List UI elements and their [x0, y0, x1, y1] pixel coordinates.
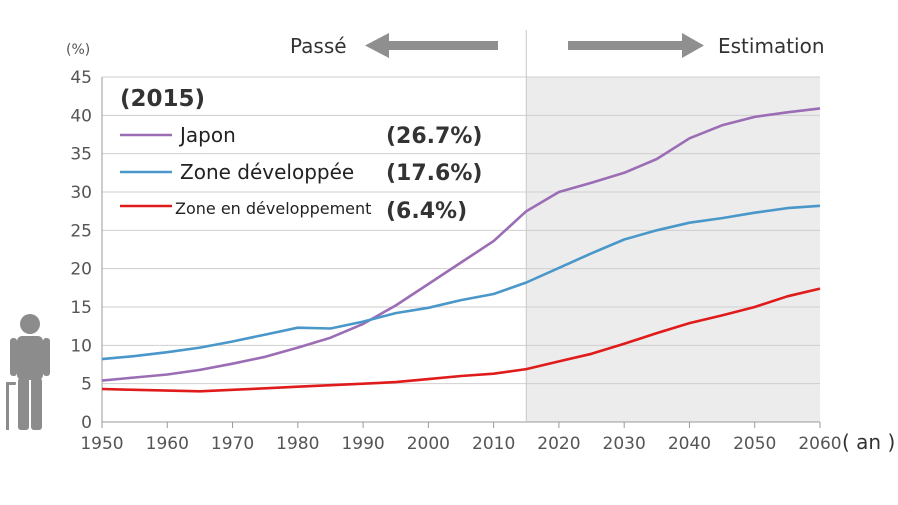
y-tick-label: 10 — [70, 336, 92, 356]
y-tick-label: 0 — [81, 413, 92, 433]
series-line-japon — [101, 107, 821, 382]
x-tick-label: 2000 — [407, 434, 450, 454]
y-tick-label: 15 — [70, 298, 92, 318]
estimation-region-background — [526, 77, 820, 422]
y-tick-label: 20 — [70, 260, 92, 280]
left-arrow-icon — [365, 33, 498, 58]
y-tick-label: 35 — [70, 145, 92, 165]
legend: (2015) Japon (26.7%) Zone développée (17… — [120, 86, 482, 224]
legend-label-developed: Zone développée — [180, 160, 354, 184]
x-tick-label: 1990 — [341, 434, 384, 454]
series-line-developed — [101, 204, 821, 361]
x-tick-label: 2060 — [798, 434, 841, 454]
x-tick-label: 2010 — [472, 434, 515, 454]
y-tick-label: 40 — [70, 106, 92, 126]
gridlines — [101, 76, 821, 428]
x-tick-label: 1950 — [80, 434, 123, 454]
x-tick-label: 1960 — [146, 434, 189, 454]
x-tick-label: 1970 — [211, 434, 254, 454]
x-tick-label: 2050 — [733, 434, 776, 454]
y-tick-label: 30 — [70, 183, 92, 203]
elderly-person-icon — [6, 314, 50, 430]
y-tick-label: 45 — [70, 68, 92, 88]
axis-tick-labels: 0 5 10 15 20 25 30 35 40 45 1950 1960 1970 1980 1990 20… — [70, 68, 841, 454]
y-tick-label: 25 — [70, 221, 92, 241]
x-axis-unit: ( an ) — [842, 430, 895, 454]
estimation-label: Estimation — [718, 34, 825, 58]
legend-value-developing: (6.4%) — [386, 199, 467, 224]
x-tick-label: 2040 — [668, 434, 711, 454]
x-tick-label: 2020 — [537, 434, 580, 454]
series-line-developing — [101, 287, 821, 393]
x-tick-label: 2030 — [603, 434, 646, 454]
past-label: Passé — [290, 34, 347, 58]
y-tick-label: 5 — [81, 375, 92, 395]
legend-label-japon: Japon — [178, 123, 236, 147]
legend-value-developed: (17.6%) — [386, 161, 482, 186]
legend-label-developing: Zone en développement — [175, 199, 371, 218]
legend-value-japon: (26.7%) — [386, 124, 482, 149]
right-arrow-icon — [568, 33, 704, 58]
y-axis-unit: (%) — [66, 42, 90, 58]
legend-year: (2015) — [120, 86, 205, 112]
x-tick-label: 1980 — [276, 434, 319, 454]
series-lines — [101, 107, 821, 393]
